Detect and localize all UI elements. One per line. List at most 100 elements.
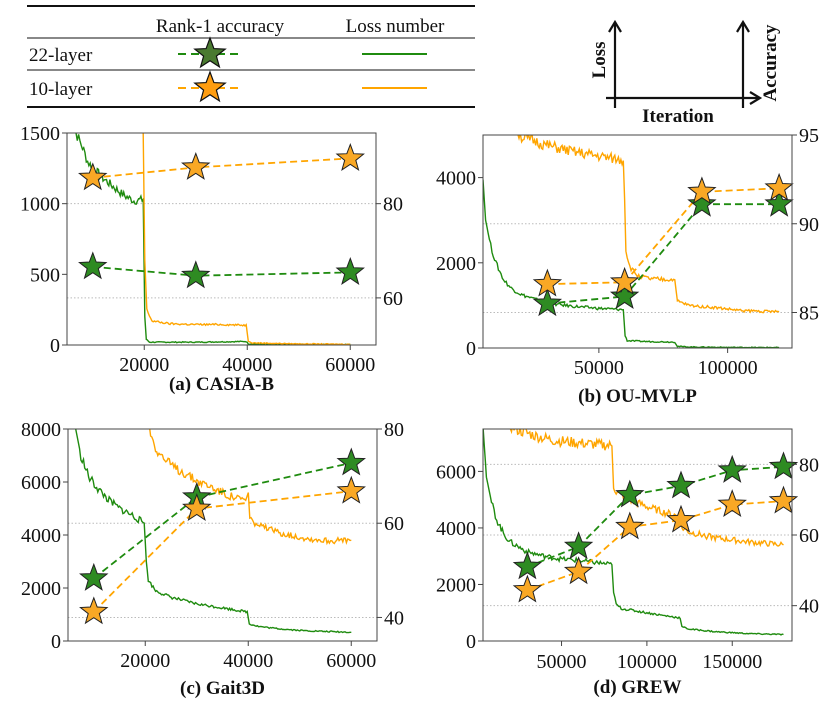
accuracy-star-22-layer bbox=[666, 470, 696, 499]
accuracy-star-22-layer bbox=[615, 479, 645, 508]
accuracy-star-22-layer bbox=[335, 256, 365, 285]
y2-tick-label: 40 bbox=[799, 596, 819, 618]
accuracy-star-10-layer bbox=[512, 574, 543, 603]
subplot-title: (c) Gait3D bbox=[180, 678, 265, 699]
accuracy-star-10-layer bbox=[181, 151, 211, 180]
y2-tick-label: 80 bbox=[799, 454, 819, 476]
x-tick-label: 20000 bbox=[120, 650, 170, 672]
accuracy-star-10-layer bbox=[717, 489, 747, 518]
axis-diagram bbox=[606, 19, 763, 108]
accuracy-line-10-layer bbox=[93, 490, 352, 613]
x-tick-label: 50000 bbox=[537, 651, 587, 673]
y2-tick-label: 60 bbox=[383, 288, 403, 310]
diagram-iteration-label: Iteration bbox=[642, 106, 714, 127]
y-tick-label: 0 bbox=[466, 631, 476, 653]
iteration-arrow-head bbox=[749, 91, 763, 105]
accuracy-line-10-layer bbox=[92, 157, 351, 179]
x-tick-label: 40000 bbox=[223, 650, 273, 672]
y-tick-label: 2000 bbox=[436, 253, 476, 275]
y2-tick-label: 80 bbox=[384, 419, 404, 441]
loss-curve-10-layer bbox=[517, 135, 780, 314]
accuracy-star-22-layer bbox=[181, 260, 211, 289]
y-tick-label: 6000 bbox=[436, 461, 476, 483]
accuracy-star-22-layer bbox=[532, 288, 563, 317]
legend-label-10-layer: 10-layer bbox=[29, 79, 93, 100]
accuracy-star-10-layer bbox=[336, 475, 366, 504]
accuracy-star-22-layer bbox=[717, 454, 747, 483]
loss-curve-22-layer bbox=[75, 429, 352, 634]
accuracy-star-10-layer bbox=[768, 485, 799, 514]
y-tick-label: 4000 bbox=[21, 525, 61, 547]
loss-curve-10-layer bbox=[509, 429, 784, 548]
accuracy-star-10-layer bbox=[335, 142, 365, 171]
y-tick-label: 0 bbox=[51, 631, 61, 653]
subplot-b: 50000 100000 0 2000 4000 85 90 95 (b) OU-MVLP bbox=[436, 125, 819, 407]
loss-curve-10-layer bbox=[142, 133, 351, 345]
x-tick-label: 100000 bbox=[698, 357, 758, 379]
subplot-title: (d) GREW bbox=[593, 677, 681, 698]
accuracy-line-22-layer bbox=[93, 462, 352, 580]
x-tick-label: 60000 bbox=[325, 354, 375, 376]
loss-curve-22-layer bbox=[483, 179, 780, 348]
legend-header-accuracy: Rank-1 accuracy bbox=[156, 16, 285, 37]
accuracy-star-22-layer bbox=[609, 281, 640, 310]
plot-frame bbox=[482, 134, 793, 349]
x-tick-label: 40000 bbox=[222, 354, 272, 376]
y2-tick-label: 80 bbox=[383, 194, 403, 216]
x-tick-label: 150000 bbox=[702, 651, 762, 673]
accuracy-star-22-layer bbox=[78, 251, 108, 280]
subplot-title: (b) OU-MVLP bbox=[578, 386, 697, 407]
y-tick-label: 1000 bbox=[20, 194, 60, 216]
x-tick-label: 100000 bbox=[617, 651, 677, 673]
y-tick-label: 4000 bbox=[436, 168, 476, 190]
accuracy-line-22-layer bbox=[92, 265, 351, 277]
accuracy-star-10-layer bbox=[764, 172, 794, 201]
y2-tick-label: 60 bbox=[799, 525, 819, 547]
subplot-title: (a) CASIA-B bbox=[169, 374, 274, 395]
y-tick-label: 1500 bbox=[20, 123, 60, 145]
x-tick-label: 20000 bbox=[119, 354, 169, 376]
legend-header-loss: Loss number bbox=[346, 16, 445, 37]
accuracy-line-22-layer bbox=[527, 465, 784, 568]
x-tick-label: 60000 bbox=[326, 650, 376, 672]
y2-tick-label: 60 bbox=[384, 513, 404, 535]
accuracy-line-10-layer bbox=[527, 500, 784, 591]
plot-frame bbox=[67, 428, 378, 642]
y-tick-label: 500 bbox=[30, 264, 60, 286]
y2-tick-label: 85 bbox=[799, 303, 819, 325]
legend-star-icon bbox=[193, 36, 227, 69]
accuracy-star-22-layer bbox=[764, 188, 794, 217]
accuracy-line-10-layer bbox=[547, 187, 780, 285]
plot-frame bbox=[66, 132, 377, 346]
accuracy-star-10-layer bbox=[687, 176, 717, 205]
y2-tick-label: 90 bbox=[799, 214, 819, 236]
accuracy-star-10-layer bbox=[182, 493, 212, 522]
accuracy-star-10-layer bbox=[78, 162, 108, 191]
accuracy-star-10-layer bbox=[563, 556, 594, 585]
accuracy-arrow-head bbox=[736, 19, 750, 33]
accuracy-star-22-layer bbox=[768, 451, 799, 480]
accuracy-star-22-layer bbox=[687, 188, 717, 217]
accuracy-star-22-layer bbox=[336, 447, 366, 476]
accuracy-star-22-layer bbox=[563, 531, 594, 560]
y-tick-label: 8000 bbox=[21, 419, 61, 441]
y-tick-label: 6000 bbox=[21, 472, 61, 494]
accuracy-star-22-layer bbox=[79, 562, 109, 591]
accuracy-star-10-layer bbox=[615, 511, 645, 540]
x-tick-label: 50000 bbox=[574, 357, 624, 379]
loss-curve-22-layer bbox=[75, 133, 351, 345]
legend-table: Rank-1 accuracy Loss number 22-layer 10-… bbox=[27, 5, 475, 108]
y2-tick-label: 40 bbox=[384, 607, 404, 629]
subplot-c: 20000 40000 60000 0 2000 4000 6000 8000 40 60 80 (c… bbox=[21, 419, 404, 699]
y-tick-label: 2000 bbox=[21, 578, 61, 600]
loss-curve-10-layer bbox=[149, 429, 352, 546]
accuracy-line-22-layer bbox=[547, 203, 780, 305]
y2-tick-label: 95 bbox=[799, 125, 819, 147]
y-tick-label: 0 bbox=[466, 338, 476, 360]
diagram-loss-label: Loss bbox=[589, 42, 610, 79]
legend-star-icon bbox=[193, 70, 227, 103]
legend-label-22-layer: 22-layer bbox=[29, 45, 93, 66]
y-tick-label: 4000 bbox=[436, 518, 476, 540]
y-tick-label: 0 bbox=[50, 335, 60, 357]
